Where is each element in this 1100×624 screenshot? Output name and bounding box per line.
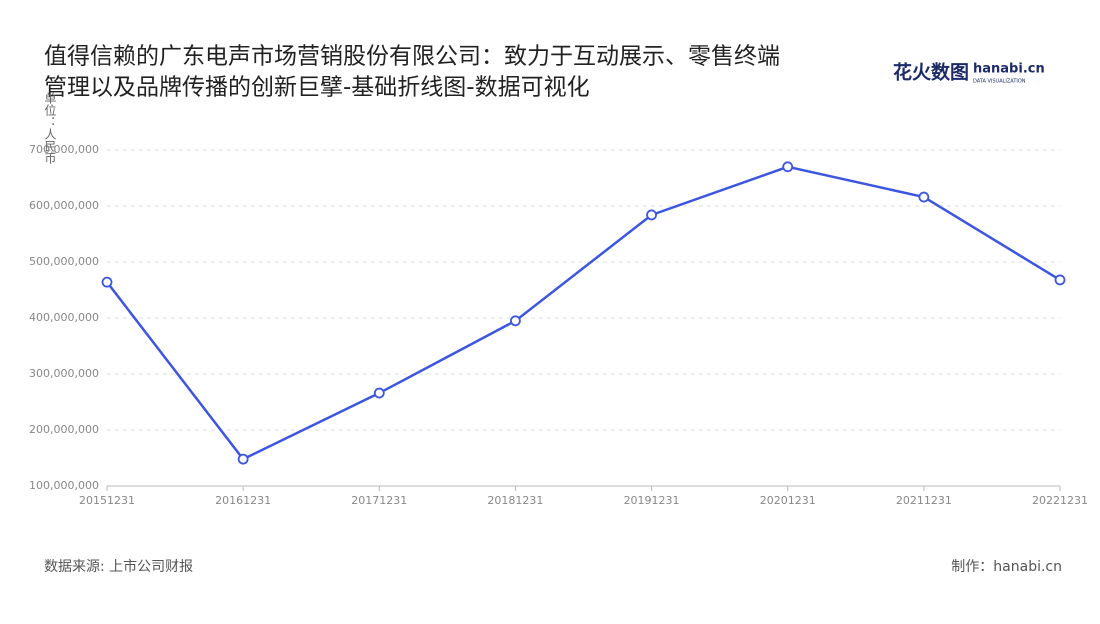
point [646,209,657,221]
x-tick-label: 20201231 [760,494,816,507]
y-axis-label: 单位：人民币 [43,92,57,164]
x-tick-label: 20161231 [215,494,271,507]
logo-brand: 花火数图 [893,61,969,84]
x-tick-label: 20181231 [487,494,543,507]
y-tick-label: 100,000,000 [29,479,99,492]
point [782,161,794,173]
y-tick-label: 700,000,000 [29,143,99,156]
logo-site: hanabi.cn [973,62,1045,77]
source: 数据来源: 上市公司财报 [44,558,193,575]
logo-tagline: DATA VISUALIZATION [973,79,1026,85]
x-tick-label: 20211231 [896,494,952,507]
point [101,276,113,288]
x-tick-label: 20191231 [624,494,680,507]
line [106,165,1061,461]
y-tick-label: 500,000,000 [29,255,99,268]
y-tick-label: 600,000,000 [29,199,99,212]
y-tick-label: 300,000,000 [29,367,99,380]
chart-title: 值得信赖的广东电声市场营销股份有限公司：致力于互动展示、零售终端 [44,44,780,70]
chart-title: 管理以及品牌传播的创新巨擘-基础折线图-数据可视化 [44,75,590,101]
x-tick-label: 20221231 [1032,494,1088,507]
credit: 制作：hanabi.cn [951,559,1062,575]
point [373,387,385,399]
x-tick-label: 20171231 [351,494,407,507]
point [918,191,930,203]
point [510,315,521,327]
point [1054,274,1066,286]
y-tick-label: 200,000,000 [29,423,99,436]
y-tick-label: 400,000,000 [29,311,99,324]
point [237,453,249,465]
x-tick-label: 20151231 [79,494,135,507]
